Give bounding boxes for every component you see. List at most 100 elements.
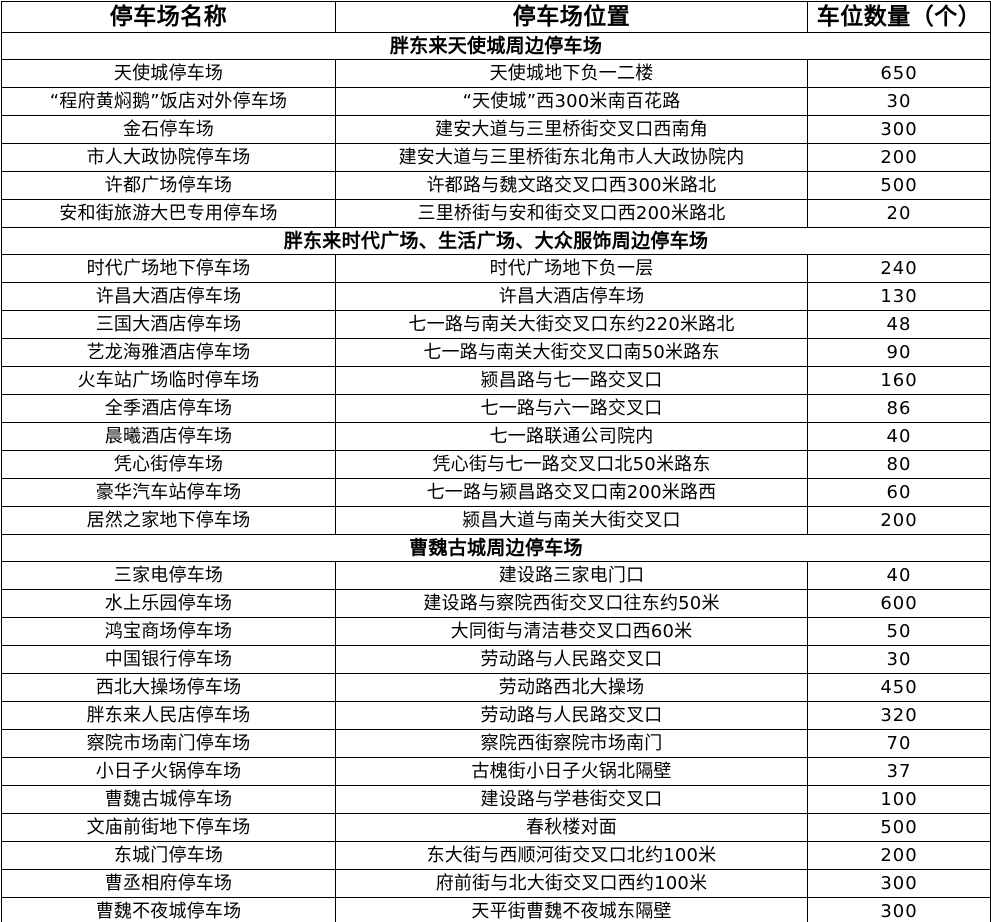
table-header: 停车场名称 停车场位置 车位数量（个） (1, 1, 991, 33)
parking-lot-location: 颍昌路与七一路交叉口 (335, 366, 808, 395)
parking-lot-space-count: 70 (807, 729, 991, 758)
parking-lot-name: 天使城停车场 (1, 59, 336, 88)
parking-lot-space-count: 80 (807, 450, 991, 479)
parking-lot-space-count: 200 (807, 841, 991, 870)
section-banner-row: 胖东来天使城周边停车场 (1, 32, 991, 60)
parking-lot-location: 察院西街察院市场南门 (335, 729, 808, 758)
table-row: 察院市场南门停车场 察院西街察院市场南门 70 (1, 729, 991, 758)
column-header-location: 停车场位置 (335, 1, 808, 33)
table-row: 三国大酒店停车场 七一路与南关大街交叉口东约220米路北 48 (1, 310, 991, 339)
table-row: 中国银行停车场 劳动路与人民路交叉口 30 (1, 645, 991, 674)
parking-lot-location: 建安大道与三里桥街东北角市人大政协院内 (335, 143, 808, 172)
parking-lot-name: 东城门停车场 (1, 841, 336, 870)
parking-lot-location: 劳动路与人民路交叉口 (335, 701, 808, 730)
parking-lot-space-count: 50 (807, 617, 991, 646)
table-row: 居然之家地下停车场 颍昌大道与南关大街交叉口 200 (1, 506, 991, 535)
parking-lot-space-count: 30 (807, 645, 991, 674)
parking-lot-space-count: 100 (807, 785, 991, 814)
parking-lot-name: “程府黄焖鹅”饭店对外停车场 (1, 87, 336, 116)
parking-lot-location: 时代广场地下负一层 (335, 254, 808, 283)
parking-lot-name: 全季酒店停车场 (1, 394, 336, 423)
table-row: 金石停车场 建安大道与三里桥街交叉口西南角 300 (1, 115, 991, 144)
table-row: 三家电停车场 建设路三家电门口 40 (1, 561, 991, 590)
parking-lot-name: 豪华汽车站停车场 (1, 478, 336, 507)
parking-lot-location: 建设路与察院西街交叉口往东约50米 (335, 589, 808, 618)
table-row: 市人大政协院停车场 建安大道与三里桥街东北角市人大政协院内 200 (1, 143, 991, 172)
parking-lot-name: 艺龙海雅酒店停车场 (1, 338, 336, 367)
table-row: 东城门停车场 东大街与西顺河街交叉口北约100米 200 (1, 841, 991, 870)
parking-lot-space-count: 450 (807, 673, 991, 702)
table-row: 曹丞相府停车场 府前街与北大街交叉口西约100米 300 (1, 869, 991, 898)
parking-lot-location: 大同街与清洁巷交叉口西60米 (335, 617, 808, 646)
parking-lot-space-count: 300 (807, 897, 991, 922)
parking-lot-name: 晨曦酒店停车场 (1, 422, 336, 451)
parking-lot-name: 许都广场停车场 (1, 171, 336, 200)
parking-lot-space-count: 40 (807, 422, 991, 451)
parking-lot-space-count: 240 (807, 254, 991, 283)
parking-lot-space-count: 48 (807, 310, 991, 339)
parking-lot-location: 天平街曹魏不夜城东隔壁 (335, 897, 808, 922)
section-banner-label: 曹魏古城周边停车场 (1, 534, 991, 562)
parking-lot-location: 颍昌大道与南关大街交叉口 (335, 506, 808, 535)
parking-lot-space-count: 37 (807, 757, 991, 786)
parking-lot-space-count: 200 (807, 143, 991, 172)
parking-lot-location: 七一路与南关大街交叉口东约220米路北 (335, 310, 808, 339)
parking-lot-name: 曹魏不夜城停车场 (1, 897, 336, 922)
parking-lot-space-count: 90 (807, 338, 991, 367)
table-row: 许昌大酒店停车场 许昌大酒店停车场 130 (1, 282, 991, 311)
section-banner-row: 曹魏古城周边停车场 (1, 534, 991, 562)
parking-lot-location: “天使城”西300米南百花路 (335, 87, 808, 116)
parking-lot-name: 水上乐园停车场 (1, 589, 336, 618)
table-row: 许都广场停车场 许都路与魏文路交叉口西300米路北 500 (1, 171, 991, 200)
parking-lot-name: 小日子火锅停车场 (1, 757, 336, 786)
parking-lot-space-count: 60 (807, 478, 991, 507)
parking-lot-space-count: 30 (807, 87, 991, 116)
table-row: 全季酒店停车场 七一路与六一路交叉口 86 (1, 394, 991, 423)
parking-lot-location: 许都路与魏文路交叉口西300米路北 (335, 171, 808, 200)
table-row: 水上乐园停车场 建设路与察院西街交叉口往东约50米 600 (1, 589, 991, 618)
parking-lot-location: 东大街与西顺河街交叉口北约100米 (335, 841, 808, 870)
parking-lot-name: 市人大政协院停车场 (1, 143, 336, 172)
parking-lot-space-count: 500 (807, 171, 991, 200)
column-header-count: 车位数量（个） (807, 1, 991, 33)
parking-lot-name: 曹丞相府停车场 (1, 869, 336, 898)
parking-lot-space-count: 40 (807, 561, 991, 590)
parking-lot-location: 许昌大酒店停车场 (335, 282, 808, 311)
table-row: 凭心街停车场 凭心街与七一路交叉口北50米路东 80 (1, 450, 991, 479)
table-row: 曹魏古城停车场 建设路与学巷街交叉口 100 (1, 785, 991, 814)
parking-lot-name: 三国大酒店停车场 (1, 310, 336, 339)
parking-lot-name: 西北大操场停车场 (1, 673, 336, 702)
section-banner-label: 胖东来天使城周边停车场 (1, 32, 991, 60)
table-row: “程府黄焖鹅”饭店对外停车场 “天使城”西300米南百花路 30 (1, 87, 991, 116)
parking-lot-name: 时代广场地下停车场 (1, 254, 336, 283)
parking-lot-name: 三家电停车场 (1, 561, 336, 590)
parking-lot-location: 古槐街小日子火锅北隔壁 (335, 757, 808, 786)
parking-lot-location: 劳动路西北大操场 (335, 673, 808, 702)
parking-lot-name: 安和街旅游大巴专用停车场 (1, 199, 336, 228)
table-row: 鸿宝商场停车场 大同街与清洁巷交叉口西60米 50 (1, 617, 991, 646)
parking-lot-name: 许昌大酒店停车场 (1, 282, 336, 311)
parking-lot-space-count: 650 (807, 59, 991, 88)
parking-lot-name: 曹魏古城停车场 (1, 785, 336, 814)
parking-lot-location: 七一路与南关大街交叉口南50米路东 (335, 338, 808, 367)
parking-lot-space-count: 300 (807, 869, 991, 898)
table-row: 艺龙海雅酒店停车场 七一路与南关大街交叉口南50米路东 90 (1, 338, 991, 367)
parking-lot-location: 凭心街与七一路交叉口北50米路东 (335, 450, 808, 479)
parking-lot-space-count: 200 (807, 506, 991, 535)
table-row: 晨曦酒店停车场 七一路联通公司院内 40 (1, 422, 991, 451)
parking-lot-name: 金石停车场 (1, 115, 336, 144)
parking-lot-name: 凭心街停车场 (1, 450, 336, 479)
parking-lot-space-count: 600 (807, 589, 991, 618)
parking-lot-space-count: 86 (807, 394, 991, 423)
table-body: 胖东来天使城周边停车场 天使城停车场 天使城地下负一二楼 650 “程府黄焖鹅”饭店对外… (1, 32, 991, 922)
parking-lot-name: 火车站广场临时停车场 (1, 366, 336, 395)
parking-lot-location: 天使城地下负一二楼 (335, 59, 808, 88)
parking-lot-space-count: 500 (807, 813, 991, 842)
parking-lot-name: 鸿宝商场停车场 (1, 617, 336, 646)
parking-lot-location: 建设路与学巷街交叉口 (335, 785, 808, 814)
parking-lot-name: 胖东来人民店停车场 (1, 701, 336, 730)
parking-lot-name: 察院市场南门停车场 (1, 729, 336, 758)
table-row: 火车站广场临时停车场 颍昌路与七一路交叉口 160 (1, 366, 991, 395)
